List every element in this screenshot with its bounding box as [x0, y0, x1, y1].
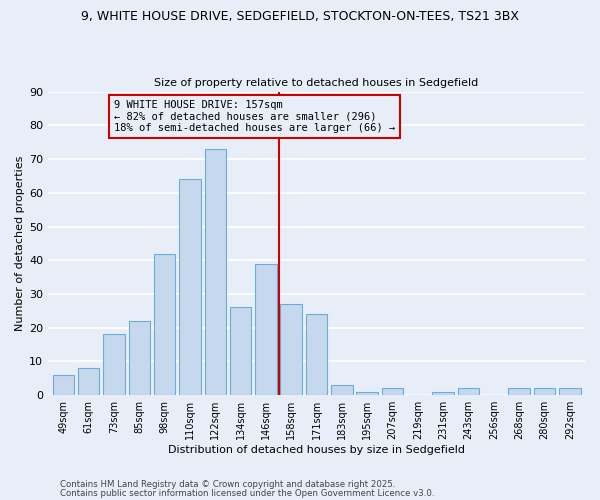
- Text: Contains public sector information licensed under the Open Government Licence v3: Contains public sector information licen…: [60, 490, 434, 498]
- Bar: [230, 308, 251, 395]
- Bar: [255, 264, 277, 395]
- Bar: [458, 388, 479, 395]
- Bar: [559, 388, 581, 395]
- Bar: [331, 385, 353, 395]
- Bar: [154, 254, 175, 395]
- Bar: [128, 321, 150, 395]
- Bar: [433, 392, 454, 395]
- Bar: [280, 304, 302, 395]
- Text: 9 WHITE HOUSE DRIVE: 157sqm
← 82% of detached houses are smaller (296)
18% of se: 9 WHITE HOUSE DRIVE: 157sqm ← 82% of det…: [114, 100, 395, 133]
- Bar: [356, 392, 378, 395]
- Bar: [179, 180, 201, 395]
- Bar: [205, 149, 226, 395]
- Text: 9, WHITE HOUSE DRIVE, SEDGEFIELD, STOCKTON-ON-TEES, TS21 3BX: 9, WHITE HOUSE DRIVE, SEDGEFIELD, STOCKT…: [81, 10, 519, 23]
- Bar: [534, 388, 555, 395]
- X-axis label: Distribution of detached houses by size in Sedgefield: Distribution of detached houses by size …: [168, 445, 465, 455]
- Y-axis label: Number of detached properties: Number of detached properties: [15, 156, 25, 331]
- Bar: [78, 368, 100, 395]
- Bar: [53, 375, 74, 395]
- Bar: [508, 388, 530, 395]
- Bar: [306, 314, 328, 395]
- Bar: [103, 334, 125, 395]
- Text: Contains HM Land Registry data © Crown copyright and database right 2025.: Contains HM Land Registry data © Crown c…: [60, 480, 395, 489]
- Title: Size of property relative to detached houses in Sedgefield: Size of property relative to detached ho…: [154, 78, 479, 88]
- Bar: [382, 388, 403, 395]
